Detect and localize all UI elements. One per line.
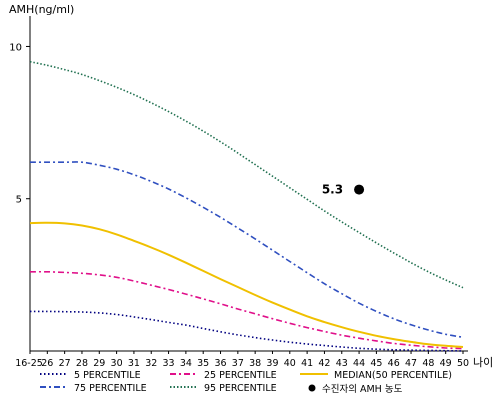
x-tick-label: 32 <box>145 358 157 369</box>
x-tick-label: 27 <box>59 358 71 369</box>
x-tick-label: 33 <box>163 358 175 369</box>
legend-point-marker <box>308 384 316 392</box>
x-tick-label: 30 <box>111 358 123 369</box>
legend-label: 5 PERCENTILE <box>74 370 141 381</box>
x-tick-label: 44 <box>353 358 365 369</box>
x-tick-label: 40 <box>284 358 296 369</box>
series-line-4 <box>30 161 464 339</box>
x-tick-label: 36 <box>214 358 226 369</box>
x-tick-label: 31 <box>128 358 140 369</box>
x-tick-label: 50 <box>457 358 469 369</box>
x-tick-label: 47 <box>405 358 417 369</box>
x-tick-label: 41 <box>301 358 313 369</box>
patient-amh-point <box>354 184 365 195</box>
legend-label: MEDIAN(50 PERCENTILE) <box>334 370 452 381</box>
legend-label: 95 PERCENTILE <box>204 383 277 394</box>
x-tick-label: 28 <box>76 358 88 369</box>
series-line-2 <box>29 270 464 350</box>
x-tick-label: 45 <box>370 358 382 369</box>
series-line-5 <box>29 60 464 289</box>
x-tick-label: 29 <box>93 358 105 369</box>
x-tick-label: 46 <box>388 358 400 369</box>
x-tick-label: 49 <box>440 358 452 369</box>
y-tick-label: 10 <box>9 42 22 53</box>
series-line-3 <box>29 221 464 348</box>
y-axis-label: AMH(ng/ml) <box>9 3 74 16</box>
x-tick-label: 37 <box>232 358 244 369</box>
legend-label: 25 PERCENTILE <box>204 370 277 381</box>
series-lines <box>29 60 464 352</box>
x-tick-label: 35 <box>197 358 209 369</box>
series-line-1 <box>30 310 464 352</box>
x-tick-label: 26 <box>41 358 53 369</box>
legend: 5 PERCENTILE 75 PERCENTILE 25 PERCENTILE 95… <box>40 370 452 395</box>
annotation: 5.3 <box>322 183 365 197</box>
x-tick-label: 42 <box>318 358 330 369</box>
x-tick-label: 43 <box>336 358 348 369</box>
x-axis-label: 나이 <box>473 356 493 369</box>
x-tick-label: 48 <box>422 358 434 369</box>
x-tick-label: 34 <box>180 358 192 369</box>
legend-label-patient: 수진자의 AMH 농도 <box>322 384 403 395</box>
x-tick-label: 39 <box>266 358 278 369</box>
x-tick-label: 16-25 <box>15 358 43 369</box>
y-tick-label: 5 <box>16 195 22 206</box>
x-tick-label: 38 <box>249 358 261 369</box>
legend-label: 75 PERCENTILE <box>74 383 147 394</box>
patient-amh-label: 5.3 <box>322 183 343 197</box>
